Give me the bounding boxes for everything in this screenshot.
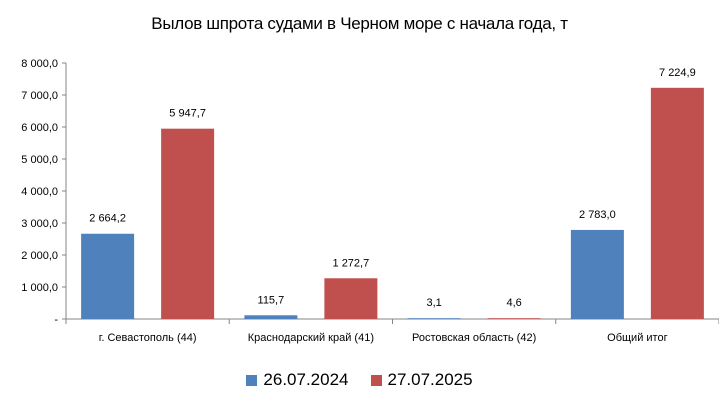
category-label: Краснодарский край (41) [248, 332, 374, 344]
y-tick-label: 7 000,0 [21, 90, 58, 102]
bar-2025 [324, 278, 378, 319]
data-label: 1 272,7 [333, 257, 370, 269]
data-label: 2 783,0 [579, 209, 616, 221]
bar-2024 [244, 315, 298, 319]
y-tick-label: 3 000,0 [21, 218, 58, 230]
y-tick-label: 5 000,0 [21, 154, 58, 166]
data-label: 4,6 [506, 297, 521, 309]
legend: 26.07.2024 27.07.2025 [0, 370, 719, 390]
y-tick-label: 4 000,0 [21, 186, 58, 198]
bar-2024 [81, 233, 135, 319]
legend-swatch-2024 [246, 374, 258, 386]
legend-item-2024: 26.07.2024 [246, 370, 349, 390]
data-label: 115,7 [258, 294, 285, 306]
data-label: 3,1 [426, 297, 441, 309]
y-tick-label: 8 000,0 [21, 58, 58, 70]
bar-2025 [161, 128, 215, 319]
bar-2025 [487, 318, 541, 319]
y-tick-label: 6 000,0 [21, 122, 58, 134]
y-tick-label: 2 000,0 [21, 250, 58, 262]
legend-item-2025: 27.07.2025 [370, 370, 473, 390]
data-label: 2 664,2 [89, 213, 126, 225]
bar-2024 [570, 229, 624, 319]
chart-title: Вылов шпрота судами в Черном море с нача… [151, 14, 568, 33]
legend-label-2025: 27.07.2025 [387, 370, 473, 389]
bar-2024 [407, 318, 461, 319]
bar-2025 [650, 87, 704, 320]
legend-label-2024: 26.07.2024 [263, 370, 349, 389]
data-label: 7 224,9 [659, 67, 696, 79]
category-label: Общий итог [607, 332, 667, 344]
legend-swatch-2025 [370, 374, 382, 386]
category-label: г. Севастополь (44) [99, 332, 197, 344]
y-tick-label: 1 000,0 [21, 282, 58, 294]
y-tick-label: - [54, 314, 58, 326]
data-label: 5 947,7 [169, 108, 206, 120]
category-label: Ростовская область (42) [412, 332, 536, 344]
